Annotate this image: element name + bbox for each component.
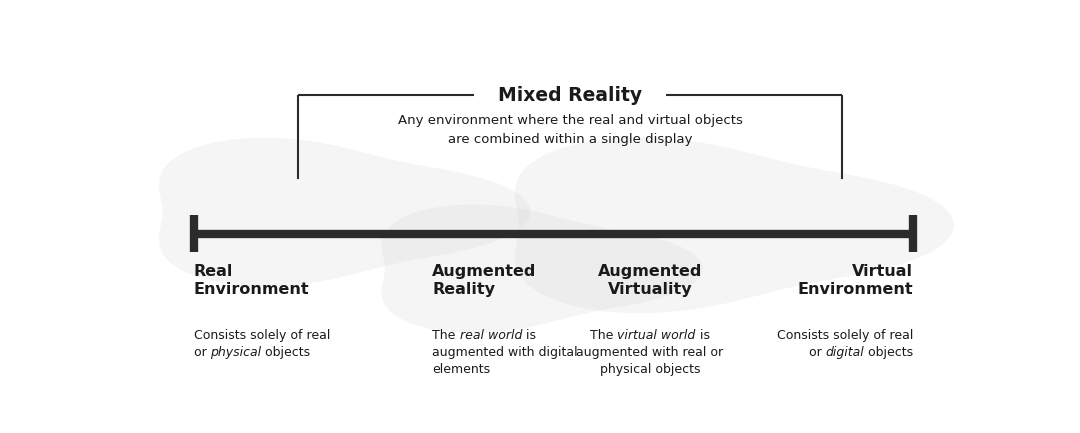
Text: objects: objects	[261, 346, 311, 359]
Text: The: The	[590, 329, 618, 342]
Text: Augmented
Virtuality: Augmented Virtuality	[597, 264, 702, 297]
Text: Virtual
Environment: Virtual Environment	[798, 264, 914, 297]
Text: Augmented
Reality: Augmented Reality	[432, 264, 537, 297]
Text: Any environment where the real and virtual objects
are combined within a single : Any environment where the real and virtu…	[397, 114, 743, 146]
Text: Real
Environment: Real Environment	[193, 264, 309, 297]
Text: physical objects: physical objects	[599, 363, 700, 376]
Text: virtual world: virtual world	[618, 329, 696, 342]
Text: augmented with digital: augmented with digital	[432, 346, 578, 359]
Polygon shape	[381, 204, 703, 333]
Text: augmented with real or: augmented with real or	[577, 346, 724, 359]
Text: The: The	[432, 329, 459, 342]
Text: Mixed Reality: Mixed Reality	[498, 86, 643, 105]
Text: physical: physical	[211, 346, 261, 359]
Text: Consists solely of real: Consists solely of real	[777, 329, 914, 342]
Text: is: is	[522, 329, 536, 342]
Text: objects: objects	[864, 346, 914, 359]
Text: elements: elements	[432, 363, 490, 376]
Polygon shape	[159, 138, 531, 286]
Polygon shape	[514, 138, 955, 313]
Text: real world: real world	[459, 329, 522, 342]
Text: is: is	[696, 329, 710, 342]
Text: Consists solely of real: Consists solely of real	[193, 329, 330, 342]
Text: or: or	[809, 346, 825, 359]
Text: digital: digital	[825, 346, 864, 359]
Text: or: or	[193, 346, 211, 359]
